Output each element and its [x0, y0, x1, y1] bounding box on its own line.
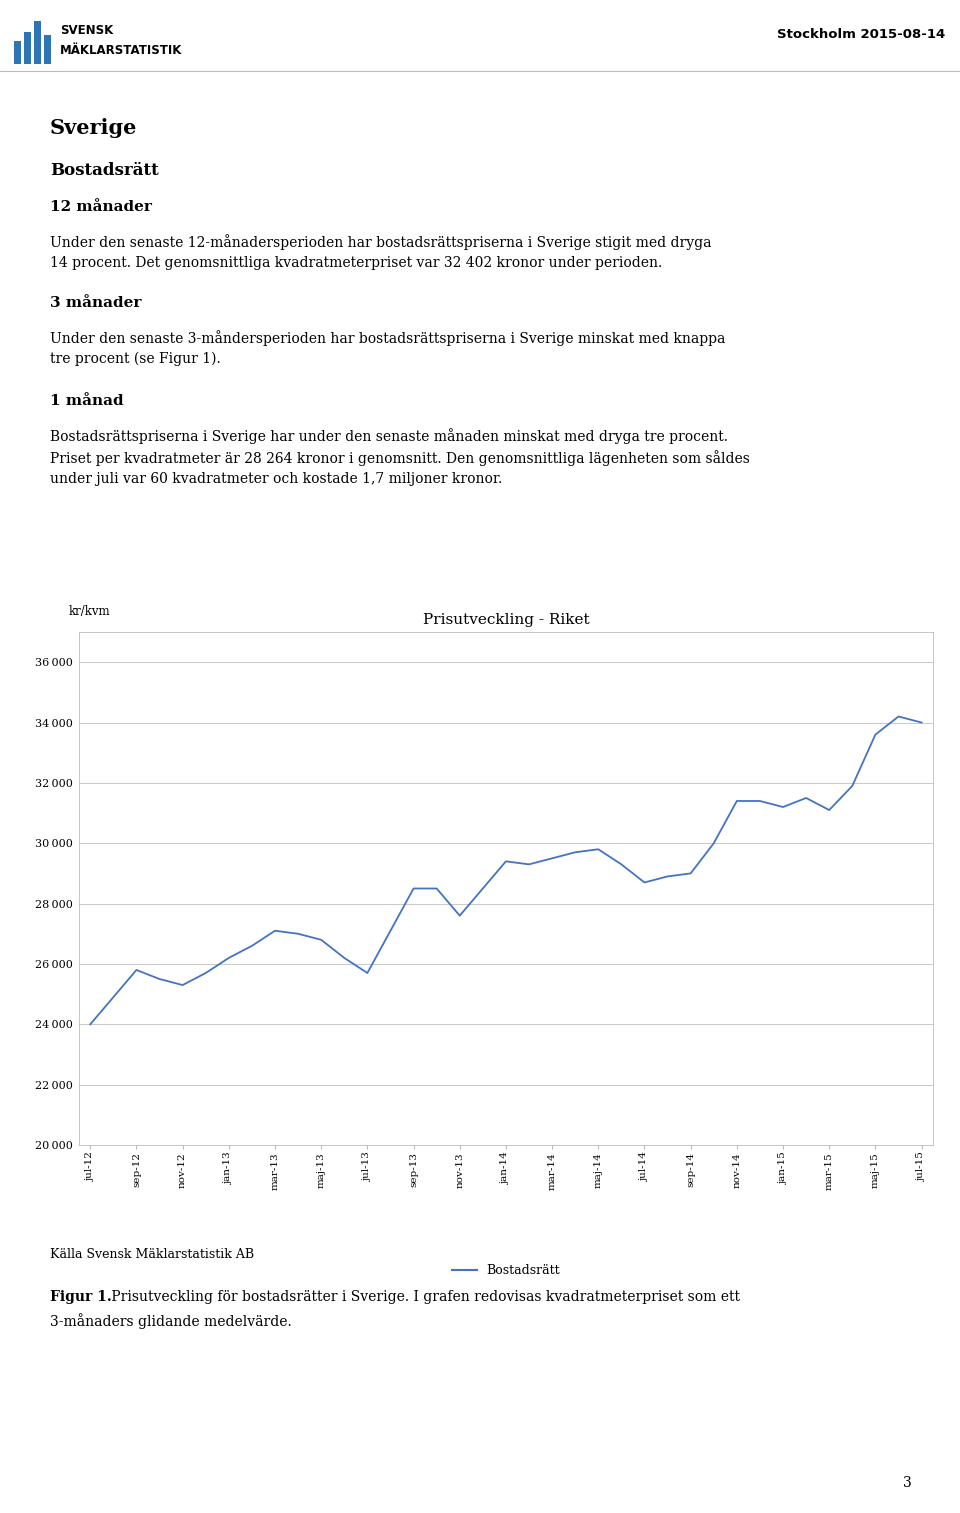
Text: SVENSK: SVENSK	[60, 24, 113, 36]
Bar	[34, 21, 41, 64]
Text: Figur 1.: Figur 1.	[50, 1291, 111, 1304]
Text: Stockholm 2015-08-14: Stockholm 2015-08-14	[777, 27, 945, 41]
Text: 3 månader: 3 månader	[50, 297, 141, 310]
Text: MÄKLARSTATISTIK: MÄKLARSTATISTIK	[60, 44, 182, 56]
Text: tre procent (se Figur 1).: tre procent (se Figur 1).	[50, 353, 221, 366]
Title: Prisutveckling - Riket: Prisutveckling - Riket	[422, 613, 589, 626]
Text: Bostadsrätt: Bostadsrätt	[50, 162, 158, 179]
Bar	[44, 35, 51, 64]
Text: 1 månad: 1 månad	[50, 393, 124, 409]
Text: 3-månaders glidande medelvärde.: 3-månaders glidande medelvärde.	[50, 1313, 292, 1328]
Text: Källa Svensk Mäklarstatistik AB: Källa Svensk Mäklarstatistik AB	[50, 1248, 254, 1260]
Text: Prisutveckling för bostadsrätter i Sverige. I grafen redovisas kvadratmeterprise: Prisutveckling för bostadsrätter i Sveri…	[107, 1291, 739, 1304]
Text: 3: 3	[903, 1477, 912, 1490]
Bar	[24, 32, 31, 64]
Text: under juli var 60 kvadratmeter och kostade 1,7 miljoner kronor.: under juli var 60 kvadratmeter och kosta…	[50, 472, 502, 486]
Text: Priset per kvadratmeter är 28 264 kronor i genomsnitt. Den genomsnittliga lägenh: Priset per kvadratmeter är 28 264 kronor…	[50, 449, 750, 466]
Text: 14 procent. Det genomsnittliga kvadratmeterpriset var 32 402 kronor under period: 14 procent. Det genomsnittliga kvadratme…	[50, 256, 662, 269]
Legend: Bostadsrätt: Bostadsrätt	[446, 1259, 565, 1283]
Text: Under den senaste 12-månadersperioden har bostadsrättspriserna i Sverige stigit : Under den senaste 12-månadersperioden ha…	[50, 235, 711, 250]
Text: Bostadsrättspriserna i Sverige har under den senaste månaden minskat med dryga t: Bostadsrättspriserna i Sverige har under…	[50, 428, 728, 443]
Text: Under den senaste 3-måndersperioden har bostadsrättspriserna i Sverige minskat m: Under den senaste 3-måndersperioden har …	[50, 330, 726, 346]
Text: kr/kvm: kr/kvm	[69, 605, 110, 617]
Bar	[14, 41, 21, 64]
Text: Sverige: Sverige	[50, 118, 137, 138]
Text: 12 månader: 12 månader	[50, 200, 152, 213]
